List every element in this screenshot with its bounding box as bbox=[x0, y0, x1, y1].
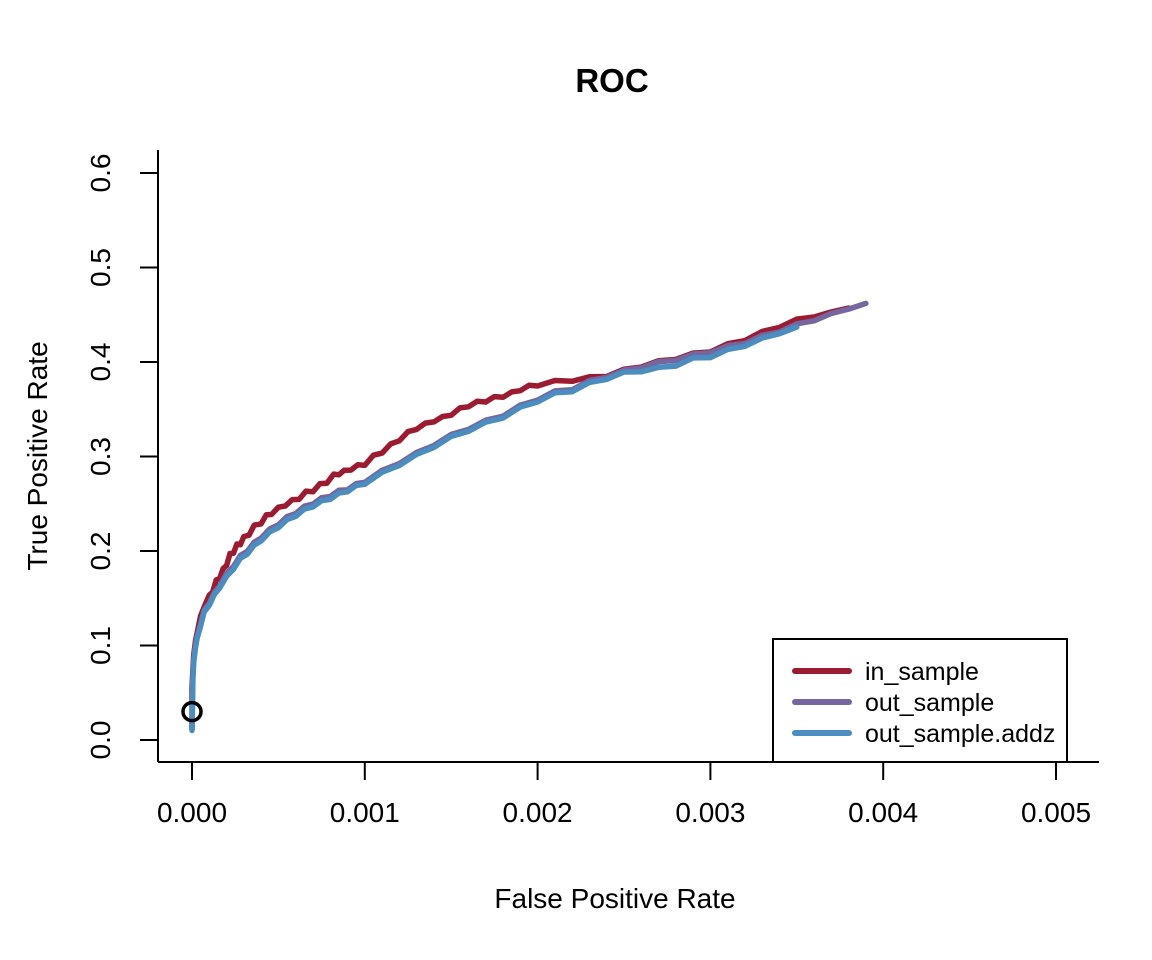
x-tick-label: 0.001 bbox=[330, 797, 400, 828]
y-tick-label: 0.3 bbox=[85, 437, 116, 476]
chart-title: ROC bbox=[575, 62, 649, 99]
y-tick-label: 0.2 bbox=[85, 532, 116, 571]
y-tick-label: 0.1 bbox=[85, 626, 116, 665]
y-tick-label: 0.6 bbox=[85, 154, 116, 193]
x-tick-label: 0.005 bbox=[1021, 797, 1091, 828]
y-tick-label: 0.0 bbox=[85, 721, 116, 760]
x-tick-label: 0.000 bbox=[157, 797, 227, 828]
legend-label: out_sample.addz bbox=[865, 720, 1055, 748]
y-tick-label: 0.4 bbox=[85, 343, 116, 382]
x-tick-label: 0.004 bbox=[848, 797, 918, 828]
legend-label: in_sample bbox=[865, 658, 979, 686]
legend-label: out_sample bbox=[865, 689, 994, 717]
series-line-out_sample.addz bbox=[189, 324, 800, 734]
x-axis-label: False Positive Rate bbox=[494, 883, 736, 914]
y-tick-label: 0.5 bbox=[85, 248, 116, 287]
x-tick-label: 0.002 bbox=[503, 797, 573, 828]
origin-marker-circle bbox=[181, 700, 203, 723]
x-tick-label: 0.003 bbox=[675, 797, 745, 828]
